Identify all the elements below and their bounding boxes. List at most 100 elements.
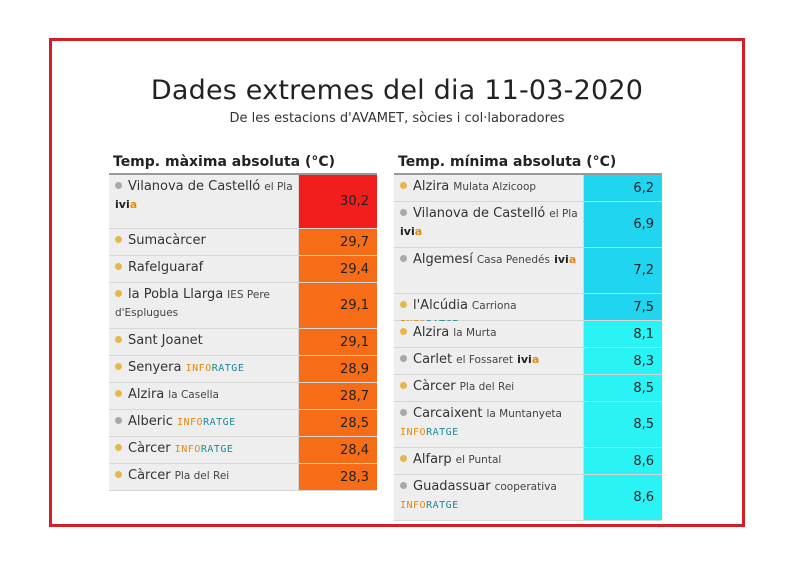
station-dot-icon <box>115 336 122 343</box>
station-name: Carlet <box>413 352 453 367</box>
station-cell: Càrcer Pla del Rei <box>394 375 584 401</box>
station-cell: Vilanova de Castelló el Pla ivia <box>109 175 299 228</box>
station-dot-icon <box>115 363 122 370</box>
table-row: Alberic INFORATGE 28,5 <box>109 410 377 437</box>
station-dot-icon <box>400 182 407 189</box>
page-title: Dades extremes del dia 11-03-2020 <box>150 75 644 106</box>
ivia-logo: ivia <box>517 353 540 366</box>
station-location: IES Pere d'Esplugues <box>115 289 270 319</box>
min-table-rows: Alzira Mulata Alzicoop 6,2 Vilanova de Cast… <box>394 175 662 521</box>
station-name: Rafelguaraf <box>128 260 204 275</box>
temperature-value: 6,2 <box>584 175 662 201</box>
temperature-value: 8,6 <box>584 448 662 474</box>
station-location: la Muntanyeta <box>486 408 562 420</box>
station-dot-icon <box>115 390 122 397</box>
station-dot-icon <box>400 455 407 462</box>
station-name: Guadassuar <box>413 479 491 494</box>
temperature-value: 29,1 <box>299 329 377 355</box>
station-cell: Senyera INFORATGE <box>109 356 299 382</box>
station-cell: Alberic INFORATGE <box>109 410 299 436</box>
temperature-value: 29,7 <box>299 229 377 255</box>
table-row: Càrcer Pla del Rei 28,3 <box>109 464 377 491</box>
max-temperature-table: Temp. màxima absoluta (°C) Vilanova de C… <box>109 151 377 491</box>
station-cell: Sant Joanet <box>109 329 299 355</box>
temperature-value: 30,2 <box>299 175 377 228</box>
table-row: Guadassuar cooperativa INFORATGE 8,6 <box>394 475 662 521</box>
temperature-value: 29,4 <box>299 256 377 282</box>
inforatge-logo: INFORATGE <box>174 444 234 455</box>
table-row: Alzira Mulata Alzicoop 6,2 <box>394 175 662 202</box>
station-dot-icon <box>115 263 122 270</box>
station-dot-icon <box>400 482 407 489</box>
station-dot-icon <box>400 209 407 216</box>
table-row: Vilanova de Castelló el Pla ivia 30,2 <box>109 175 377 229</box>
temperature-value: 7,5 <box>584 294 662 320</box>
station-cell: Càrcer Pla del Rei <box>109 464 299 490</box>
temperature-value: 28,3 <box>299 464 377 490</box>
station-name: Vilanova de Castelló <box>128 179 261 194</box>
ivia-logo: ivia <box>115 198 138 211</box>
temperature-value: 8,1 <box>584 321 662 347</box>
station-location: el Pla <box>264 181 293 193</box>
station-name: Alberic <box>128 414 173 429</box>
station-dot-icon <box>400 328 407 335</box>
temperature-value: 28,7 <box>299 383 377 409</box>
temperature-value: 8,6 <box>584 475 662 520</box>
station-dot-icon <box>115 290 122 297</box>
table-row: Sumacàrcer 29,7 <box>109 229 377 256</box>
table-row: Vilanova de Castelló el Pla ivia 6,9 <box>394 202 662 248</box>
station-name: la Pobla Llarga <box>128 287 224 302</box>
table-row: Carcaixent la Muntanyeta INFORATGE 8,5 <box>394 402 662 448</box>
station-cell: la Pobla Llarga IES Pere d'Esplugues <box>109 283 299 328</box>
station-location: el Puntal <box>455 454 502 466</box>
station-location: Pla del Rei <box>459 381 515 393</box>
station-cell: Alzira la Casella <box>109 383 299 409</box>
station-dot-icon <box>400 255 407 262</box>
inforatge-logo: INFORATGE <box>400 427 459 438</box>
station-name: Càrcer <box>128 468 171 483</box>
report-frame: Dades extremes del dia 11-03-2020 De les… <box>49 38 745 527</box>
station-cell: Càrcer INFORATGE <box>109 437 299 463</box>
temperature-value: 28,5 <box>299 410 377 436</box>
station-dot-icon <box>400 409 407 416</box>
table-row: Senyera INFORATGE 28,9 <box>109 356 377 383</box>
station-name: Algemesí <box>413 252 473 267</box>
station-cell: Alzira Mulata Alzicoop <box>394 175 584 201</box>
station-name: Càrcer <box>413 379 456 394</box>
station-cell: Carcaixent la Muntanyeta INFORATGE <box>394 402 584 447</box>
station-location: el Pla <box>549 208 578 220</box>
table-row: Càrcer Pla del Rei 8,5 <box>394 375 662 402</box>
station-name: Càrcer <box>128 441 171 456</box>
max-table-rows: Vilanova de Castelló el Pla ivia 30,2 Sumac… <box>109 175 377 491</box>
table-row: Alfarp el Puntal 8,6 <box>394 448 662 475</box>
station-cell: Sumacàrcer <box>109 229 299 255</box>
temperature-value: 8,3 <box>584 348 662 374</box>
min-table-header: Temp. mínima absoluta (°C) <box>394 151 662 175</box>
station-name: Alzira <box>128 387 165 402</box>
table-row: Alzira la Casella 28,7 <box>109 383 377 410</box>
station-name: Carcaixent <box>413 406 483 421</box>
station-name: l'Alcúdia <box>413 298 468 313</box>
station-dot-icon <box>400 301 407 308</box>
page-subtitle: De les estacions d'AVAMET, sòcies i col·… <box>229 111 565 126</box>
station-dot-icon <box>115 417 122 424</box>
station-location: la Casella <box>168 389 219 401</box>
temperature-value: 28,9 <box>299 356 377 382</box>
table-row: Càrcer INFORATGE 28,4 <box>109 437 377 464</box>
station-name: Senyera <box>128 360 182 375</box>
station-cell: Alfarp el Puntal <box>394 448 584 474</box>
ivia-logo: ivia <box>400 225 423 238</box>
station-location: Carriona <box>471 300 517 312</box>
temperature-value: 28,4 <box>299 437 377 463</box>
station-name: Sumacàrcer <box>128 233 206 248</box>
station-name: Alzira <box>413 179 450 194</box>
station-cell: Carlet el Fossaret ivia <box>394 348 584 374</box>
station-name: Alfarp <box>413 452 452 467</box>
temperature-value: 8,5 <box>584 375 662 401</box>
table-row: Rafelguaraf 29,4 <box>109 256 377 283</box>
ivia-logo: ivia <box>554 253 577 266</box>
max-table-header: Temp. màxima absoluta (°C) <box>109 151 377 175</box>
station-name: Vilanova de Castelló <box>413 206 546 221</box>
